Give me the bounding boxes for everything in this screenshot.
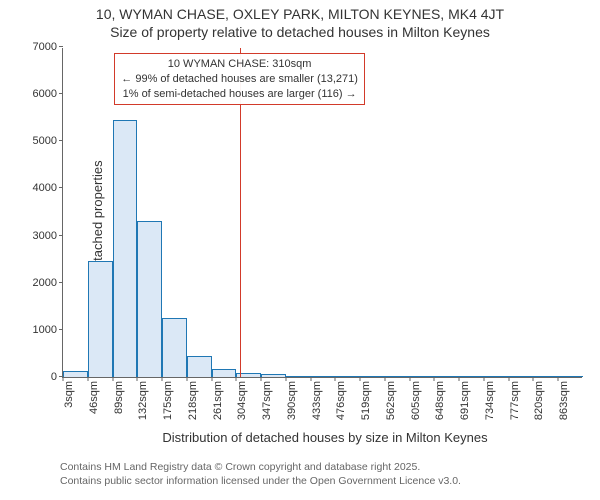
annotation-line1: 10 WYMAN CHASE: 310sqm bbox=[121, 57, 358, 72]
x-tick-label: 777sqm bbox=[509, 381, 521, 420]
footer-line2: Contains public sector information licen… bbox=[60, 474, 461, 488]
histogram-bar bbox=[385, 376, 410, 377]
x-tick-label: 89sqm bbox=[113, 381, 125, 414]
y-tick-label: 1000 bbox=[33, 324, 63, 336]
y-tick-label: 6000 bbox=[33, 88, 63, 100]
histogram-bar bbox=[509, 376, 534, 377]
footer-attribution: Contains HM Land Registry data © Crown c… bbox=[60, 460, 461, 488]
histogram-bar bbox=[88, 261, 113, 377]
x-tick-label: 734sqm bbox=[484, 381, 496, 420]
y-tick-mark bbox=[59, 187, 63, 188]
x-tick-label: 863sqm bbox=[558, 381, 570, 420]
y-tick-mark bbox=[59, 329, 63, 330]
y-tick-label: 2000 bbox=[33, 277, 63, 289]
y-tick-mark bbox=[59, 235, 63, 236]
histogram-bar bbox=[113, 120, 138, 377]
x-tick-label: 3sqm bbox=[63, 381, 75, 408]
x-tick-label: 132sqm bbox=[137, 381, 149, 420]
histogram-bar bbox=[261, 374, 286, 377]
histogram-bar bbox=[137, 221, 162, 378]
x-tick-label: 433sqm bbox=[311, 381, 323, 420]
x-tick-label: 261sqm bbox=[212, 381, 224, 420]
histogram-bar bbox=[63, 371, 88, 377]
x-tick-label: 562sqm bbox=[385, 381, 397, 420]
x-tick-label: 476sqm bbox=[335, 381, 347, 420]
x-tick-label: 519sqm bbox=[360, 381, 372, 420]
y-tick-label: 4000 bbox=[33, 182, 63, 194]
histogram-bar bbox=[360, 376, 385, 377]
histogram-bar bbox=[286, 376, 311, 377]
y-tick-mark bbox=[59, 282, 63, 283]
x-tick-label: 820sqm bbox=[533, 381, 545, 420]
x-tick-label: 46sqm bbox=[88, 381, 100, 414]
x-tick-label: 691sqm bbox=[459, 381, 471, 420]
chart-title-line2: Size of property relative to detached ho… bbox=[0, 24, 600, 40]
y-tick-label: 7000 bbox=[33, 41, 63, 53]
plot-area: 010002000300040005000600070003sqm46sqm89… bbox=[62, 48, 582, 378]
y-tick-label: 3000 bbox=[33, 230, 63, 242]
annotation-line3: 1% of semi-detached houses are larger (1… bbox=[121, 87, 358, 102]
histogram-bar bbox=[484, 376, 509, 377]
histogram-bar bbox=[162, 318, 187, 377]
histogram-bar bbox=[558, 376, 583, 377]
y-tick-mark bbox=[59, 46, 63, 47]
y-tick-label: 0 bbox=[51, 371, 63, 383]
x-tick-label: 304sqm bbox=[236, 381, 248, 420]
x-tick-label: 390sqm bbox=[286, 381, 298, 420]
x-tick-label: 347sqm bbox=[261, 381, 273, 420]
histogram-bar bbox=[335, 376, 360, 377]
histogram-bar bbox=[212, 369, 237, 377]
histogram-bar bbox=[434, 376, 459, 377]
x-tick-label: 175sqm bbox=[162, 381, 174, 420]
property-annotation: 10 WYMAN CHASE: 310sqm← 99% of detached … bbox=[114, 53, 365, 106]
x-tick-label: 605sqm bbox=[410, 381, 422, 420]
histogram-bar bbox=[187, 356, 212, 377]
y-tick-mark bbox=[59, 140, 63, 141]
histogram-bar bbox=[311, 376, 336, 377]
annotation-line2: ← 99% of detached houses are smaller (13… bbox=[121, 72, 358, 87]
x-tick-label: 218sqm bbox=[187, 381, 199, 420]
chart-title-line1: 10, WYMAN CHASE, OXLEY PARK, MILTON KEYN… bbox=[0, 6, 600, 22]
x-tick-label: 648sqm bbox=[434, 381, 446, 420]
y-tick-label: 5000 bbox=[33, 135, 63, 147]
x-axis-label: Distribution of detached houses by size … bbox=[60, 430, 590, 445]
y-tick-mark bbox=[59, 93, 63, 94]
footer-line1: Contains HM Land Registry data © Crown c… bbox=[60, 460, 461, 474]
histogram-bar bbox=[459, 376, 484, 377]
chart-container: 10, WYMAN CHASE, OXLEY PARK, MILTON KEYN… bbox=[0, 0, 600, 500]
histogram-bar bbox=[410, 376, 435, 377]
histogram-bar bbox=[533, 376, 558, 377]
